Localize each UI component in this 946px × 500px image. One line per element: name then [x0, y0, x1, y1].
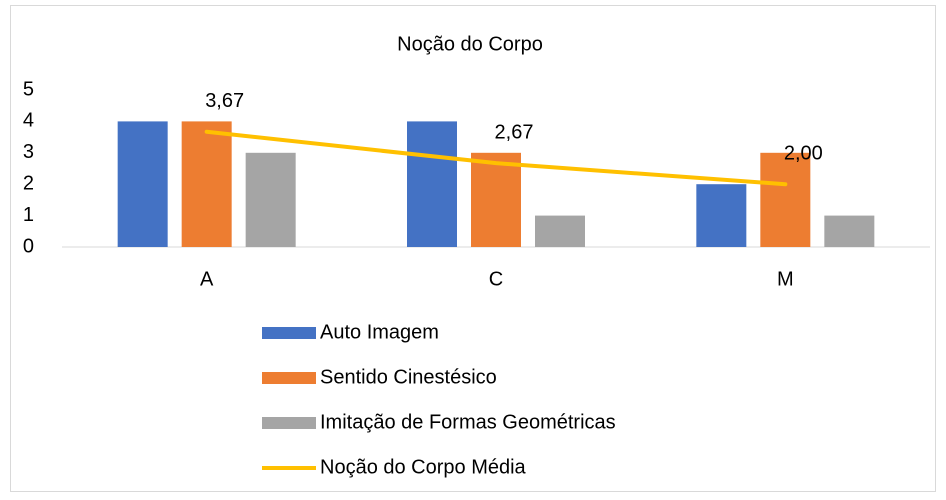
legend-label: Sentido Cinestésico	[320, 366, 497, 388]
bar	[117, 121, 168, 247]
legend-swatch	[262, 372, 316, 384]
x-tick-label: C	[489, 268, 503, 290]
bar	[824, 215, 875, 247]
legend-swatch	[262, 327, 316, 339]
bar	[471, 152, 521, 247]
legend-swatch	[262, 466, 316, 470]
legend-label: Auto Imagem	[320, 321, 439, 343]
legend-label: Imitação de Formas Geométricas	[320, 411, 616, 433]
y-tick-label: 0	[23, 235, 34, 257]
y-tick-label: 2	[23, 172, 34, 194]
data-label: 3,67	[205, 90, 244, 112]
data-label: 2,67	[495, 121, 534, 143]
bar	[535, 215, 585, 247]
y-tick-label: 4	[23, 110, 34, 132]
x-tick-label: M	[777, 268, 794, 290]
y-tick-label: 5	[23, 78, 34, 100]
y-tick-label: 3	[23, 141, 34, 163]
legend-label: Noção do Corpo Média	[320, 456, 527, 478]
chart-border	[10, 5, 936, 492]
bar	[696, 184, 747, 247]
data-label: 2,00	[784, 142, 823, 164]
bar	[181, 121, 232, 247]
legend-swatch	[262, 417, 316, 429]
bar	[760, 152, 811, 247]
x-tick-label: A	[200, 268, 214, 290]
bar	[407, 121, 457, 247]
bar	[245, 152, 296, 247]
chart-title: Noção do Corpo	[397, 33, 543, 55]
y-tick-label: 1	[23, 204, 34, 226]
line-series	[204, 129, 788, 187]
